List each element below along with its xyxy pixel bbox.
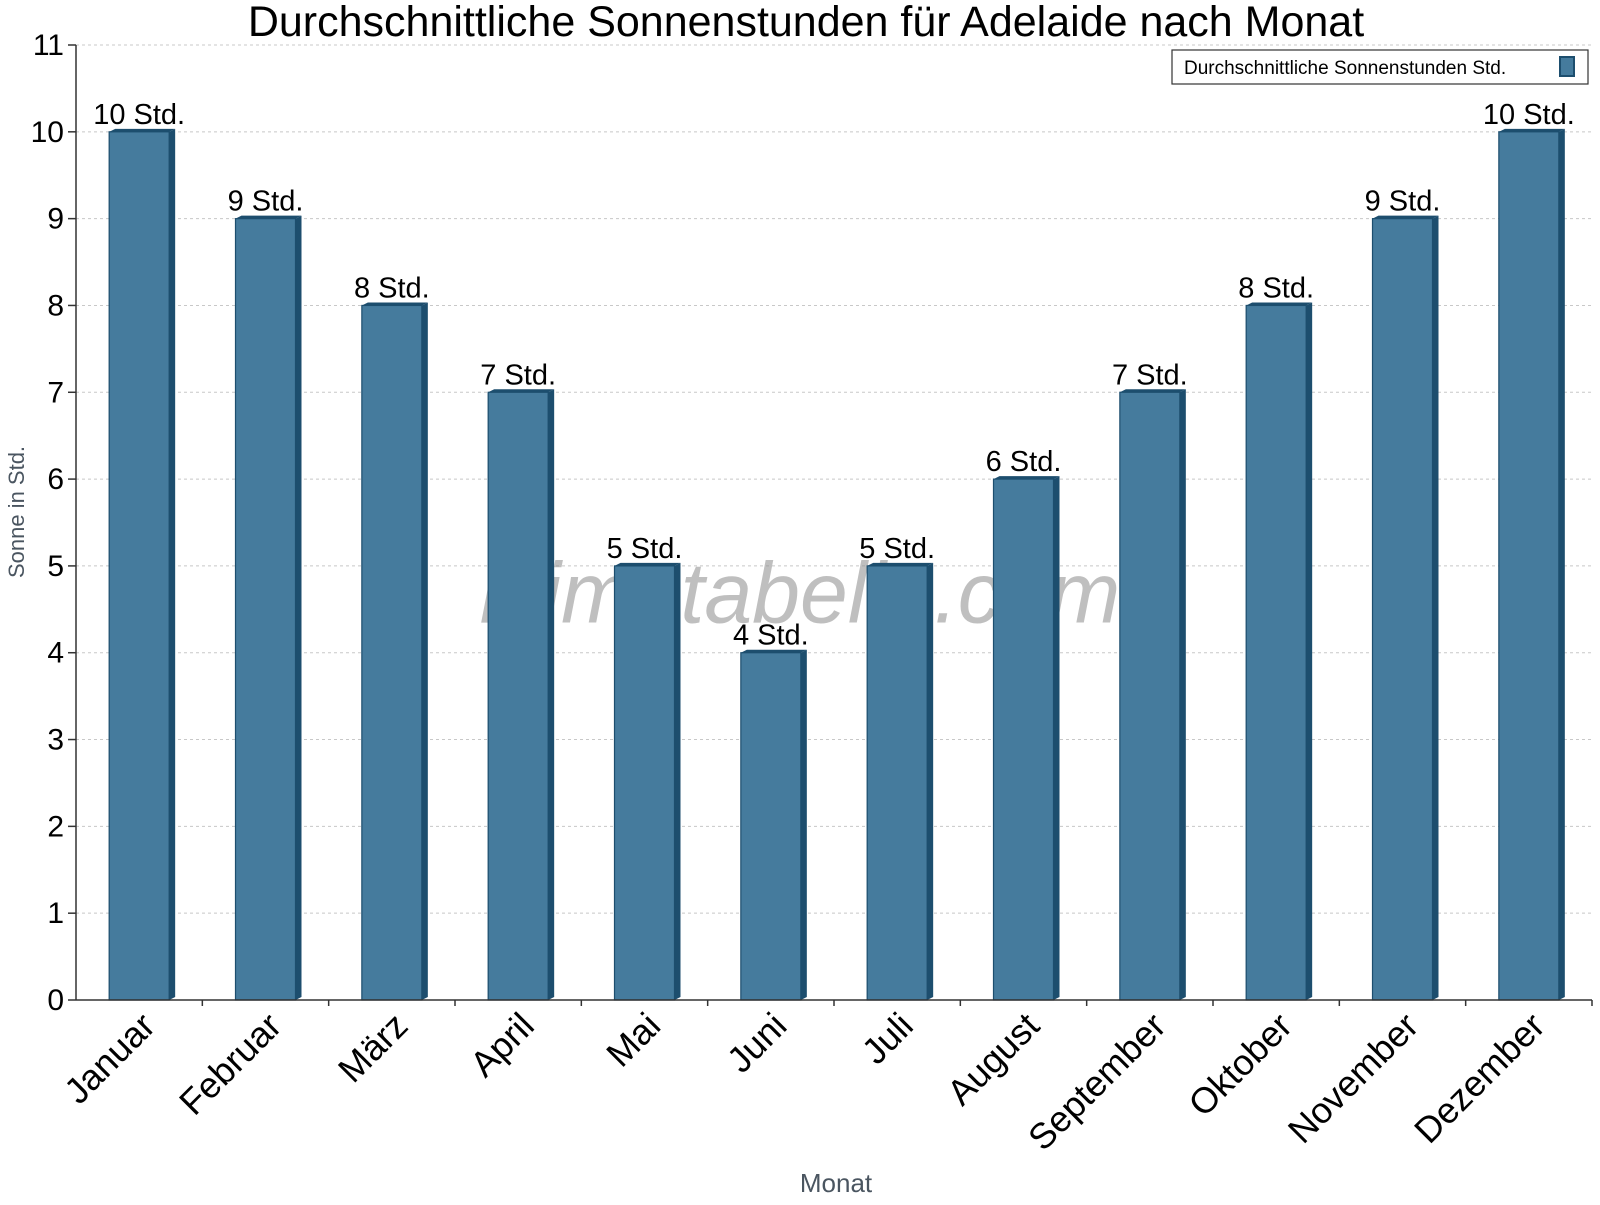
bar-top	[993, 476, 1060, 480]
x-tick-label: März	[330, 1005, 416, 1091]
y-tick-label: 2	[47, 810, 64, 843]
chart-title: Durchschnittliche Sonnenstunden für Adel…	[248, 0, 1364, 46]
bar-side	[169, 128, 176, 1000]
bar-oktober	[1245, 302, 1313, 1001]
bar-dezember	[1498, 128, 1565, 1001]
y-axis-title: Sonne in Std.	[4, 446, 29, 578]
bar	[234, 218, 297, 1001]
bar-side	[1053, 476, 1060, 1000]
bar-top	[361, 302, 428, 306]
x-tick-label: April	[462, 1005, 542, 1085]
bar-mai	[613, 562, 681, 1001]
y-tick-label: 1	[47, 897, 64, 930]
bar	[1119, 391, 1181, 1001]
bar	[361, 304, 423, 1001]
y-tick-label: 9	[47, 203, 64, 236]
bar-side	[548, 389, 555, 1001]
bar-juli	[866, 562, 934, 1001]
x-tick-label: November	[1280, 1005, 1426, 1151]
y-tick-label: 8	[47, 289, 64, 322]
data-label: 5 Std.	[607, 533, 683, 565]
data-label: 10 Std.	[93, 99, 185, 131]
data-label: 7 Std.	[480, 359, 556, 391]
bar-side	[295, 215, 302, 1001]
bar-side	[1558, 128, 1565, 1000]
bar-top	[614, 562, 681, 566]
bar-juni	[740, 649, 807, 1001]
bar-top	[109, 128, 176, 132]
legend: Durchschnittliche Sonnenstunden Std.	[1171, 49, 1589, 85]
y-tick-label: 0	[47, 984, 64, 1017]
data-label: 4 Std.	[733, 620, 809, 652]
y-tick-label: 6	[47, 463, 64, 496]
bar	[613, 565, 676, 1001]
data-label: 10 Std.	[1483, 99, 1575, 131]
y-tick-label: 4	[47, 637, 64, 670]
bar-top	[1119, 389, 1186, 393]
legend-label: Durchschnittliche Sonnenstunden Std.	[1184, 58, 1506, 79]
y-tick-label: 3	[47, 724, 64, 757]
bar	[740, 652, 802, 1001]
legend-swatch	[1559, 56, 1575, 77]
x-tick-labels: Januar Februar März April Mai Juni Juli AugustS…	[56, 1005, 1553, 1159]
bar-januar	[108, 128, 176, 1001]
gridlines	[76, 44, 1592, 914]
axes	[68, 44, 1593, 1006]
bar	[108, 131, 170, 1001]
legend-box	[1171, 49, 1589, 85]
bar	[1498, 131, 1560, 1001]
bar	[992, 478, 1055, 1001]
bar-side	[1306, 302, 1313, 1000]
y-tick-labels: 0 1 2 3 4 5 6 7 8 9 10 11	[31, 29, 64, 1017]
bar-april	[487, 389, 555, 1001]
bar	[1371, 218, 1434, 1001]
data-label: 9 Std.	[228, 186, 304, 218]
x-axis-title: Monat	[800, 1168, 873, 1198]
data-label: 7 Std.	[1112, 359, 1188, 391]
bar-top	[1372, 215, 1439, 219]
data-label: 5 Std.	[859, 533, 935, 565]
bar-top	[740, 649, 807, 653]
bar-top	[235, 215, 302, 219]
bar-side	[927, 562, 934, 1000]
bar-top	[1246, 302, 1313, 306]
data-label: 9 Std.	[1365, 186, 1441, 218]
x-tick-label: Januar	[56, 1005, 163, 1112]
data-labels: 10 Std. 9 Std. 8 Std. 7 Std. 5 Std. 4 Std. 5 S…	[93, 99, 1575, 652]
data-label: 8 Std.	[354, 272, 430, 304]
x-tick-label: Juni	[719, 1005, 795, 1081]
data-label: 6 Std.	[986, 446, 1062, 478]
y-tick-label: 7	[47, 376, 64, 409]
bar-top	[1498, 128, 1565, 132]
y-tick-label: 10	[31, 116, 64, 149]
bar-top	[488, 389, 555, 393]
bar-side	[421, 302, 428, 1000]
bar-top	[867, 562, 934, 566]
bar-side	[800, 649, 807, 1000]
x-tick-label: Juli	[854, 1005, 921, 1072]
x-tick-label: September	[1020, 1005, 1174, 1159]
x-tick-label: Februar	[171, 1005, 289, 1123]
x-tick-label: Oktober	[1180, 1005, 1300, 1125]
bar-side	[1179, 389, 1186, 1001]
x-tick-label: August	[939, 1005, 1047, 1113]
bar-side	[674, 562, 681, 1000]
bar-august	[992, 476, 1060, 1001]
bar-november	[1371, 215, 1439, 1001]
bar	[487, 391, 549, 1001]
bar	[1245, 304, 1307, 1001]
bar-september	[1119, 389, 1186, 1001]
x-tick-label: Mai	[598, 1005, 668, 1075]
bar-side	[1432, 215, 1439, 1001]
data-label: 8 Std.	[1238, 272, 1314, 304]
y-tick-label: 5	[47, 550, 64, 583]
bars	[108, 128, 1565, 1001]
bar	[866, 565, 928, 1001]
x-tick-label: Dezember	[1406, 1005, 1552, 1151]
y-tick-label: 11	[33, 29, 64, 62]
bar-februar	[234, 215, 302, 1001]
bar-märz	[361, 302, 428, 1001]
